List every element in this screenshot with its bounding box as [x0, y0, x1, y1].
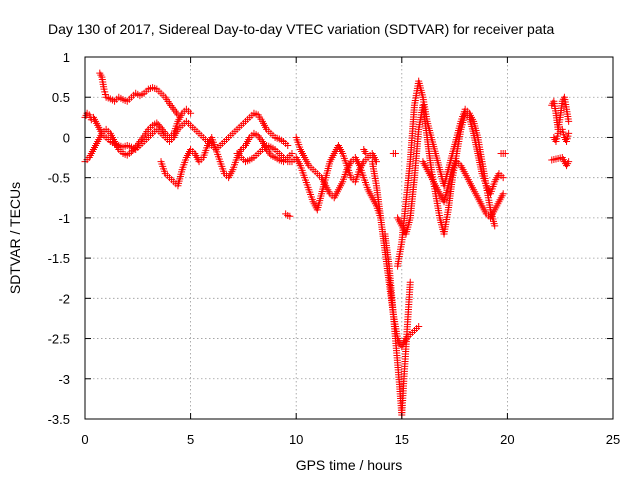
grid — [85, 57, 613, 419]
y-axis-label: SDTVAR / TECUs — [7, 182, 23, 294]
series-points-near-13 — [360, 146, 399, 158]
series-arc-upper-early — [96, 69, 182, 119]
y-tick-label: -1 — [58, 211, 70, 226]
y-tick-label: -1.5 — [48, 251, 70, 266]
series-points-near-20 — [497, 150, 509, 158]
y-tick-label: -0.5 — [48, 171, 70, 186]
x-tick-label: 10 — [289, 432, 303, 447]
y-tick-label: -2.5 — [48, 332, 70, 347]
series-arc-drop-deep — [381, 230, 414, 419]
x-tick-label: 0 — [81, 432, 88, 447]
x-tick-label: 5 — [187, 432, 194, 447]
data-point — [284, 141, 292, 149]
data-points — [81, 69, 573, 419]
y-tick-label: 0.5 — [52, 90, 70, 105]
data-point — [286, 212, 294, 220]
series-cluster-22-23-top — [548, 93, 573, 133]
data-point — [415, 322, 423, 330]
data-point — [187, 109, 195, 117]
series-arc-mid — [292, 133, 385, 222]
series-isolated-low — [282, 210, 294, 220]
data-point — [288, 150, 296, 158]
data-point — [501, 150, 509, 158]
series-arc-start-b — [81, 105, 195, 166]
data-point — [565, 117, 573, 125]
data-point — [406, 278, 414, 286]
x-tick-label: 20 — [500, 432, 514, 447]
series-arc-start-a — [81, 109, 292, 154]
series-cluster-22-23-low — [548, 154, 573, 170]
series-cluster-22-23-mid — [550, 125, 573, 145]
x-axis-label: GPS time / hours — [296, 457, 403, 473]
series-arc-late-low — [419, 158, 507, 222]
y-tick-label: 1 — [63, 50, 70, 65]
y-tick-label: 0 — [63, 130, 70, 145]
data-point — [565, 158, 573, 166]
chart-title: Day 130 of 2017, Sidereal Day-to-day VTE… — [48, 21, 555, 37]
data-point — [362, 150, 370, 158]
data-point — [491, 222, 499, 230]
y-tick-labels: 1 0.5 0 -0.5 -1 -1.5 -2 -2.5 -3 -3.5 — [48, 50, 70, 427]
data-point — [565, 129, 573, 137]
series-arc-early-dip — [157, 129, 296, 190]
x-tick-labels: 0 5 10 15 20 25 — [81, 432, 620, 447]
series-arc-evening-flat — [233, 141, 380, 214]
x-tick-label: 25 — [606, 432, 620, 447]
x-tick-label: 15 — [395, 432, 409, 447]
plot-frame — [84, 56, 614, 420]
y-tick-label: -2 — [58, 291, 70, 306]
y-tick-label: -3 — [58, 372, 70, 387]
axis-ticks — [84, 56, 614, 420]
data-point — [499, 174, 507, 182]
y-tick-label: -3.5 — [48, 412, 70, 427]
data-point — [499, 190, 507, 198]
series-arc-rise-late — [394, 77, 499, 270]
data-point — [391, 150, 399, 158]
